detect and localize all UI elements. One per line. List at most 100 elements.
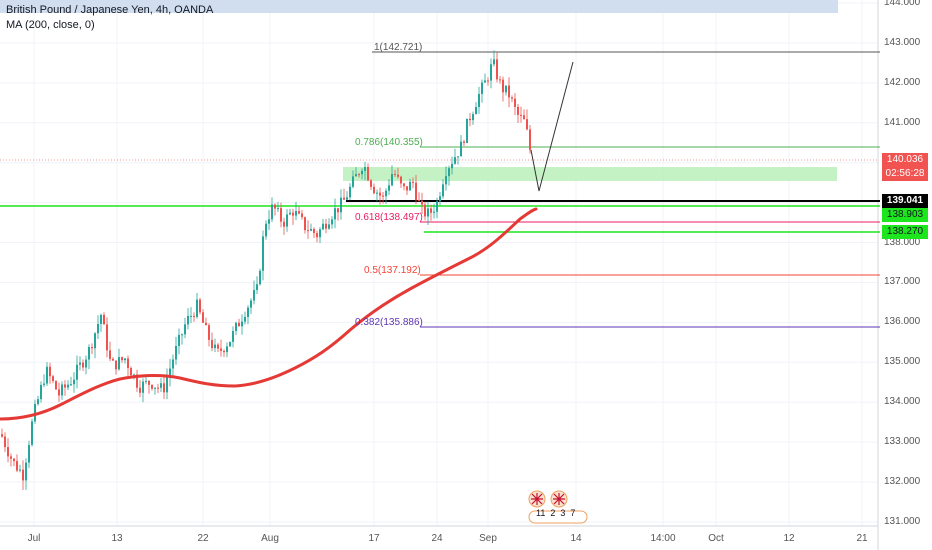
projection-path[interactable] [530, 61, 574, 192]
candle-body [181, 334, 183, 336]
candle-body [526, 119, 528, 130]
candle-body [82, 362, 84, 368]
candle-body [514, 98, 516, 107]
candle-body [310, 228, 312, 231]
candle-body [172, 359, 174, 369]
candle-body [427, 208, 429, 217]
candle-body [277, 208, 279, 210]
price-axis-label: 137.000 [884, 276, 921, 288]
current-price-tag: 140.036 [882, 153, 928, 167]
candle-body [409, 181, 411, 191]
time-axis-label: 22 [197, 533, 209, 544]
candle-body [466, 118, 468, 143]
candle-body [283, 221, 285, 227]
candle-body [235, 322, 237, 331]
candle-body [433, 211, 435, 213]
candle-body [268, 219, 270, 224]
event-markers[interactable] [527, 490, 591, 526]
candle-body [313, 228, 315, 234]
candle-body [109, 350, 111, 359]
candle-body [298, 211, 300, 214]
candle-body [1, 434, 3, 437]
candle-body [445, 176, 447, 185]
candle-body [31, 421, 33, 445]
candle-body [316, 233, 318, 238]
candle-body [193, 315, 195, 318]
candle-body [382, 195, 384, 197]
candle-body [367, 167, 369, 181]
price-axis-label: 133.000 [884, 436, 921, 448]
fib-label-786: 0.786(140.355) [355, 137, 423, 148]
candle-body [13, 458, 15, 462]
candle-body [364, 167, 366, 171]
candle-body [385, 190, 387, 197]
candle-body [190, 315, 192, 317]
candle-body [184, 324, 186, 335]
candle-body [127, 358, 129, 369]
candle-body [406, 186, 408, 191]
candle-body [331, 219, 333, 225]
top-banner [0, 0, 838, 13]
time-axis-label: 14 [570, 533, 582, 544]
price-axis-label: 138.000 [884, 236, 921, 248]
time-axis-label: 13 [111, 533, 123, 544]
time-axis-label: 21 [856, 533, 868, 544]
candle-body [91, 347, 93, 349]
indicator-label[interactable]: MA (200, close, 0) [6, 19, 95, 31]
candle-body [94, 333, 96, 349]
candle-body [70, 384, 72, 386]
candle-body [271, 204, 273, 220]
candle-body [430, 208, 432, 213]
candle-body [520, 114, 522, 116]
price-axis-label: 134.000 [884, 396, 921, 408]
price-axis-label: 135.000 [884, 356, 921, 368]
candle-body [394, 174, 396, 176]
candle-body [187, 315, 189, 325]
candle-body [106, 324, 108, 351]
candle-body [265, 223, 267, 237]
candle-body [403, 183, 405, 187]
candle-body [139, 387, 141, 393]
price-axis-label: 143.000 [884, 36, 921, 48]
candle-body [325, 223, 327, 229]
time-axis-label: Aug [261, 533, 279, 544]
candle-body [160, 383, 162, 388]
candle-body [346, 197, 348, 200]
candle-body [523, 115, 525, 120]
candle-body [163, 383, 165, 393]
candle-body [454, 157, 456, 164]
candle-body [100, 314, 102, 324]
support-zone[interactable] [343, 167, 837, 181]
candle-body [196, 299, 198, 318]
candle-body [457, 156, 459, 158]
candle-body [97, 323, 99, 334]
candle-body [199, 299, 201, 313]
candle-body [85, 359, 87, 368]
candle-body [217, 344, 219, 349]
candle-body [7, 447, 9, 457]
candle-body [121, 357, 123, 361]
candle-body [505, 85, 507, 93]
candle-body [307, 230, 309, 232]
candle-body [76, 364, 78, 380]
time-axis-label: Jul [27, 533, 41, 544]
candle-body [226, 346, 228, 353]
candle-body [118, 357, 120, 370]
candle-body [262, 236, 264, 271]
symbol-title[interactable]: British Pound / Japanese Yen, 4h, OANDA [6, 4, 214, 16]
candle-body [388, 185, 390, 191]
candle-body [151, 384, 153, 389]
candle-body [25, 462, 27, 481]
candle-body [289, 212, 291, 215]
candle-body [349, 186, 351, 198]
candle-body [145, 380, 147, 382]
candle-body [439, 196, 441, 202]
candle-body [28, 444, 30, 463]
time-axis-label: Sep [479, 533, 497, 544]
candle-body [451, 163, 453, 169]
event-count: 11 [536, 508, 546, 518]
moving-average-line[interactable] [0, 207, 538, 421]
candle-body [4, 436, 6, 448]
candle-body [463, 141, 465, 143]
